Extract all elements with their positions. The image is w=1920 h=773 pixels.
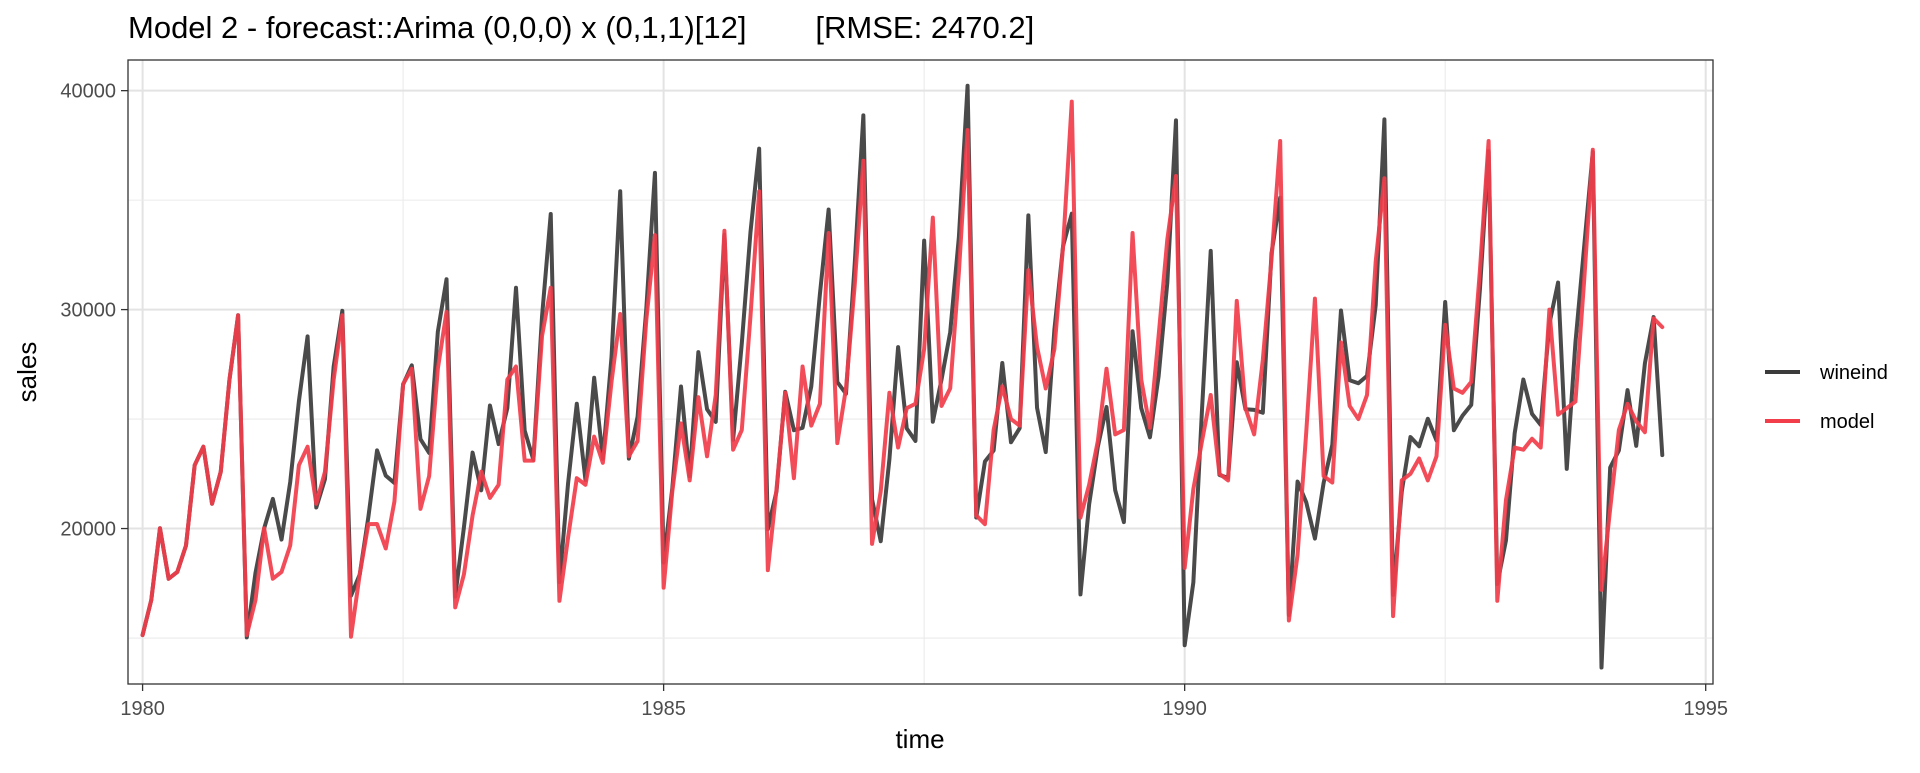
series-line-model [140,99,1665,639]
series-lines [140,83,1665,670]
grid-lines [128,60,1713,684]
y-tick-label: 40000 [60,81,116,103]
legend-label-model: model [1820,411,1874,433]
x-tick-label: 1990 [1162,698,1207,720]
legend-label-wineind: wineind [1819,362,1888,384]
x-tick-label: 1995 [1683,698,1728,720]
chart-title: Model 2 - forecast::Arima (0,0,0) x (0,1… [128,10,1034,45]
x-axis-label: time [895,724,944,754]
x-tick-label: 1980 [120,698,165,720]
x-tick-label: 1985 [641,698,686,720]
y-tick-label: 30000 [60,300,116,322]
axes: 1980 1985 1990 1995 20000 30000 40000 [60,81,1728,720]
legend: wineind model [1765,362,1888,433]
y-tick-label: 20000 [60,519,116,541]
y-axis-label: sales [12,342,42,403]
plot-border [127,59,1714,685]
